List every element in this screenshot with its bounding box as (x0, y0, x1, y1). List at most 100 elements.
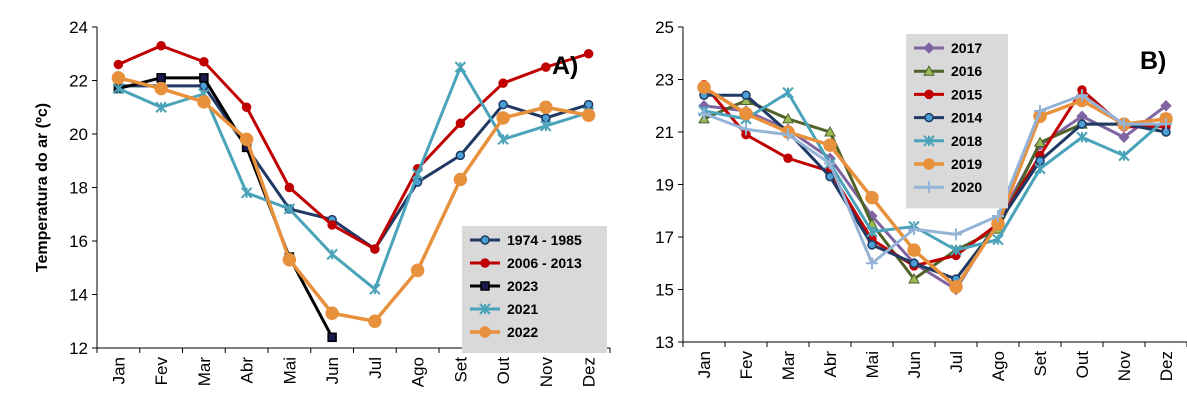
legend-marker-shape (480, 258, 490, 268)
legend-marker (923, 181, 935, 194)
data-point-shape (583, 49, 594, 59)
series-line (704, 93, 1167, 281)
data-point (824, 125, 836, 137)
data-point-shape (909, 258, 919, 268)
legend-marker (479, 303, 491, 315)
legend-label: 2017 (951, 40, 982, 56)
y-tick-label: 13 (655, 333, 674, 352)
data-point (368, 314, 382, 328)
data-point-shape (453, 172, 468, 187)
data-point-shape (156, 73, 166, 83)
y-axis-title: Temperatura do ar (ºc) (34, 103, 51, 272)
series-line (703, 85, 1167, 289)
x-tick-label: Ago (989, 351, 1008, 381)
legend-label: 2022 (507, 324, 538, 340)
x-tick-label: Dez (1157, 351, 1176, 381)
data-point (455, 150, 466, 161)
y-tick-label: 15 (655, 281, 674, 300)
data-point-shape (865, 190, 879, 205)
data-point-shape (541, 62, 551, 72)
x-tick-label: Out (494, 357, 513, 385)
data-point (741, 90, 751, 100)
data-point-shape (908, 272, 920, 284)
data-point-shape (197, 95, 211, 109)
data-point (282, 252, 297, 267)
data-point (1077, 119, 1087, 129)
y-tick-label: 19 (655, 176, 674, 195)
data-point-shape (1035, 156, 1045, 166)
series-line (703, 93, 1166, 265)
data-point (239, 132, 254, 147)
data-point-shape (496, 111, 510, 125)
legend-marker-shape (923, 158, 935, 170)
data-point (949, 280, 963, 294)
legend-entry: 2022 (470, 324, 538, 340)
data-point (498, 99, 508, 110)
data-point (411, 168, 424, 180)
data-point-shape (823, 138, 837, 152)
legend-marker (923, 65, 935, 76)
chart-panel-b: 13 15 17 19 21 23 25 Jan Fev Mar Abr Mai Jun Jul Ago Se… (655, 18, 1187, 381)
data-point-shape (455, 150, 466, 161)
data-point (583, 99, 594, 110)
legend-entry: 2015 (914, 86, 982, 102)
data-point (739, 106, 753, 121)
data-point (867, 240, 877, 250)
data-point (782, 86, 794, 99)
x-tick-label: Set (1031, 351, 1050, 377)
data-point (541, 113, 551, 123)
data-point-shape (111, 71, 126, 85)
data-point-shape (539, 100, 553, 114)
legend-entry: 2018 (914, 133, 982, 149)
data-point (908, 272, 920, 284)
data-point (1118, 131, 1130, 143)
legend-entry: 2021 (470, 301, 538, 317)
y-tick-label: 25 (655, 18, 674, 37)
data-point-shape (824, 125, 836, 137)
data-point (497, 133, 509, 146)
legend-marker (480, 235, 490, 245)
data-point-shape (867, 240, 877, 250)
legend-marker-shape (923, 65, 935, 76)
x-tick-label: Jan (695, 351, 714, 378)
x-tick-label: Nov (537, 357, 556, 388)
legend-marker (924, 89, 934, 100)
data-point (454, 61, 467, 73)
legend-entry: 2020 (914, 179, 982, 195)
data-point (1076, 131, 1088, 143)
legend-background (906, 34, 1008, 209)
x-tick-label: Mar (195, 357, 214, 387)
x-tick-label: Jan (109, 357, 128, 384)
legend-entry: 2023 (470, 278, 538, 294)
y-tick-label: 17 (655, 228, 674, 247)
legend-marker (923, 135, 935, 147)
y-tick-label: 18 (69, 179, 88, 198)
legend-label: 1974 - 1985 (507, 232, 582, 248)
legend-marker-shape (480, 281, 490, 291)
x-tick-label: Jun (323, 357, 342, 384)
legend-marker-shape (479, 326, 491, 338)
y-tick-label: 21 (655, 123, 674, 142)
legend-marker (924, 112, 934, 123)
data-point (326, 248, 338, 261)
y-tick-label: 24 (69, 18, 88, 37)
data-point (241, 102, 252, 112)
data-point (581, 108, 596, 123)
data-point (866, 226, 878, 238)
data-point (496, 111, 510, 125)
data-point (410, 263, 425, 278)
data-point-shape (156, 40, 166, 51)
data-point (950, 244, 962, 256)
legend-entry: 1974 - 1985 (470, 232, 582, 248)
data-point (541, 62, 551, 72)
data-point (111, 71, 126, 85)
legend-marker-shape (924, 89, 934, 100)
data-point (583, 49, 594, 59)
legend-label: 2016 (951, 63, 982, 79)
data-point-shape (782, 112, 794, 124)
data-point (1118, 118, 1130, 131)
data-point (370, 244, 380, 254)
data-point-shape (410, 263, 425, 278)
x-tick-label: Jul (366, 357, 385, 379)
data-point (823, 138, 837, 152)
